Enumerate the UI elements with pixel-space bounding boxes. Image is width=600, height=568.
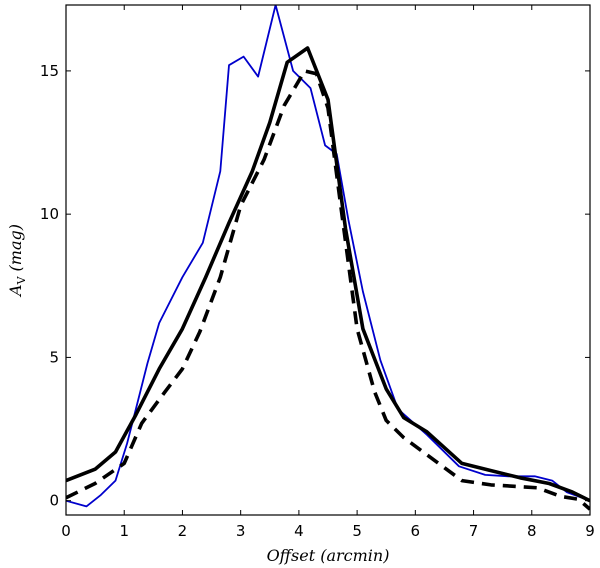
y-axis-label-main: A <box>6 284 25 298</box>
x-tick-label: 5 <box>352 522 362 540</box>
x-tick-label: 2 <box>178 522 188 540</box>
y-tick-label: 0 <box>49 492 59 510</box>
y-axis-label: AV (mag) <box>6 224 28 298</box>
x-tick-label: 8 <box>527 522 537 540</box>
x-tick-label: 3 <box>236 522 246 540</box>
x-tick-label: 7 <box>469 522 479 540</box>
y-tick-label: 10 <box>40 205 59 223</box>
y-axis-label-unit: (mag) <box>6 224 25 271</box>
x-tick-label: 9 <box>585 522 595 540</box>
series-line-1 <box>66 5 590 508</box>
y-tick-label: 5 <box>49 348 59 366</box>
plot-frame <box>65 4 591 516</box>
y-axis-label-sub: V <box>15 275 28 285</box>
series-lines <box>66 5 590 511</box>
x-axis-label: Offset (arcmin) <box>267 546 390 565</box>
y-tick-label: 15 <box>40 62 59 80</box>
series-line-3 <box>66 69 590 511</box>
x-tick-label: 1 <box>119 522 129 540</box>
x-tick-label: 0 <box>61 522 71 540</box>
x-tick-label: 6 <box>411 522 421 540</box>
axis-ticks: 0 1 2 3 4 5 6 7 8 9 0 5 10 15 <box>40 5 595 540</box>
x-tick-label: 4 <box>294 522 304 540</box>
